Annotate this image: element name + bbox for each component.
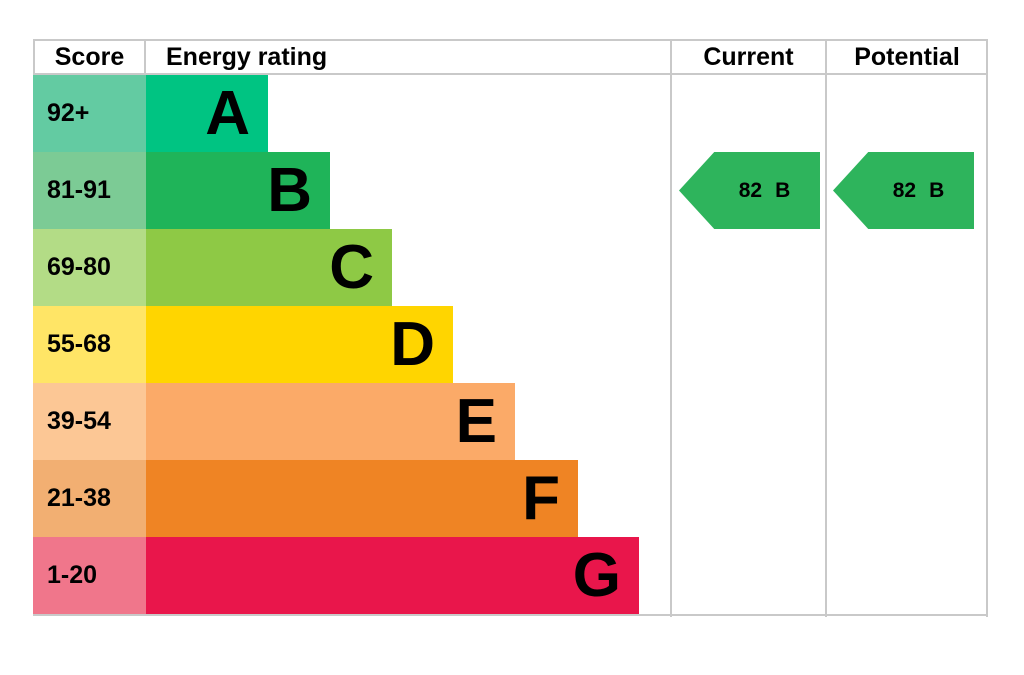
rating-bar-b: B: [146, 152, 330, 229]
rating-bar-d: D: [146, 306, 453, 383]
score-range-cell: 21-38: [33, 460, 146, 537]
score-range-cell: 81-91: [33, 152, 146, 229]
divider-current-potential: [825, 39, 827, 617]
score-range-cell: 55-68: [33, 306, 146, 383]
current-rating-arrow: 82 B: [679, 152, 820, 229]
potential-band-letter: B: [929, 178, 945, 202]
energy-rating-column-header: Energy rating: [146, 39, 671, 75]
potential-score-value: 82: [892, 178, 917, 202]
current-score-value: 82: [738, 178, 763, 202]
score-column-header: Score: [33, 39, 146, 75]
potential-column-header: Potential: [826, 39, 988, 75]
divider-rating-current: [670, 39, 672, 617]
score-range-cell: 39-54: [33, 383, 146, 460]
score-range-cell: 1-20: [33, 537, 146, 614]
rating-bar-c: C: [146, 229, 392, 306]
rating-bar-a: A: [146, 75, 268, 152]
score-range-cell: 69-80: [33, 229, 146, 306]
rating-bar-f: F: [146, 460, 578, 537]
current-band-letter: B: [775, 178, 791, 202]
table-bottom-border: [33, 614, 988, 616]
table-header-row: Score Energy rating Current Potential: [33, 39, 988, 75]
table-right-border: [986, 39, 988, 617]
current-column-header: Current: [671, 39, 826, 75]
epc-table: Score Energy rating Current Potential 92…: [33, 39, 988, 617]
rating-bar-g: G: [146, 537, 639, 614]
score-range-cell: 92+: [33, 75, 146, 152]
rating-bar-e: E: [146, 383, 515, 460]
potential-rating-arrow: 82 B: [833, 152, 974, 229]
